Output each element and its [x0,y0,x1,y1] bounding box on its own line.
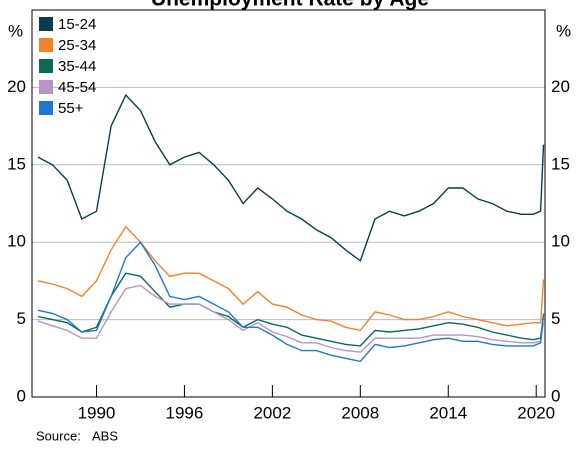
x-tick-label: 2002 [253,403,291,422]
series-line [37,225,545,332]
source-label: Source: [36,428,81,443]
series-line [37,272,545,347]
y-tick-label: 5 [17,309,26,328]
y2-tick-label: 15 [551,154,570,173]
x-tick-label: 1996 [166,403,204,422]
legend-label: 25-34 [58,37,96,54]
y-tick-label: 15 [7,154,26,173]
legend-swatch [39,17,53,31]
y-unit: % [8,21,23,40]
y2-tick-label: 10 [551,232,570,251]
y2-tick-label: 5 [551,309,560,328]
y-tick-label: 20 [7,77,26,96]
legend-swatch [39,38,53,52]
y2-tick-label: 0 [551,386,560,405]
legend-label: 55+ [58,100,84,117]
x-tick-label: 2020 [517,403,555,422]
x-tick-label: 2008 [341,403,379,422]
legend-label: 15-24 [58,16,96,33]
series-line [37,284,545,353]
y2-tick-label: 20 [551,77,570,96]
y2-unit: % [556,21,571,40]
legend-swatch [39,101,53,115]
y-tick-label: 0 [17,386,26,405]
y-tick-label: 10 [7,232,26,251]
series-line [37,241,545,363]
legend-label: 45-54 [58,79,96,96]
chart-title: Unemployment Rate by Age [151,0,429,11]
x-tick-label: 2014 [429,403,467,422]
series-line [37,93,545,262]
source: ABS [92,428,118,443]
legend-swatch [39,80,53,94]
legend-swatch [39,59,53,73]
legend-label: 35-44 [58,58,96,75]
x-tick-label: 1990 [78,403,116,422]
plot-frame [31,9,546,398]
